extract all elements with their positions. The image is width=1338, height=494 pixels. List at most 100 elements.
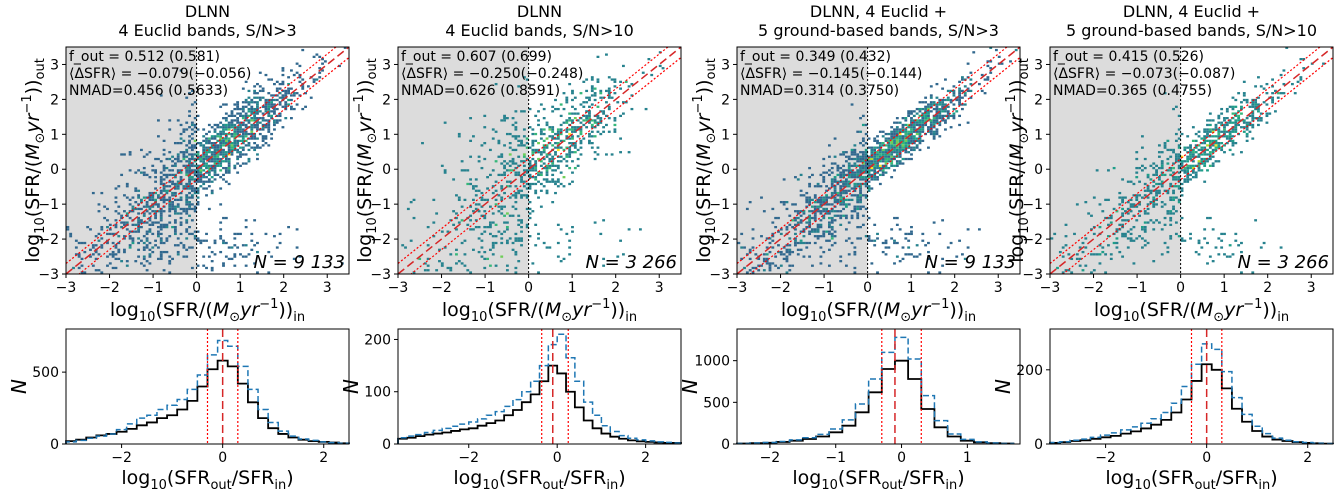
heatmap-cell — [261, 89, 265, 93]
heatmap-cell — [805, 221, 809, 224]
heatmap-cell — [1211, 151, 1215, 154]
heatmap-cell — [1197, 130, 1201, 133]
heatmap-cell — [921, 114, 925, 118]
heatmap-cell — [154, 214, 157, 217]
heatmap-cell — [188, 139, 191, 142]
heatmap-cell — [873, 244, 877, 247]
heatmap-cell — [938, 232, 942, 236]
heatmap-cell — [556, 185, 560, 188]
heatmap-cell — [910, 153, 913, 156]
heatmap-cell — [1172, 107, 1175, 111]
heatmap-cell — [1254, 105, 1258, 108]
heatmap-cell — [853, 144, 857, 147]
heatmap-cell — [878, 182, 882, 186]
heatmap-cell — [301, 78, 305, 81]
heatmap-cell — [864, 141, 868, 145]
heatmap-cell — [1172, 162, 1175, 165]
heatmap-cell — [1186, 146, 1190, 149]
heatmap-cell — [241, 153, 245, 156]
heatmap-cell — [404, 246, 407, 249]
heatmap-cell — [856, 164, 860, 167]
heatmap-cell — [219, 135, 223, 138]
heatmap-cell — [864, 235, 868, 238]
heatmap-cell — [1194, 146, 1198, 149]
heatmap-cell — [497, 210, 501, 213]
heatmap-cell — [151, 223, 155, 226]
heatmap-cell — [188, 180, 191, 183]
heatmap-cell — [1172, 191, 1175, 195]
heatmap-cell — [100, 191, 104, 195]
heatmap-cell — [915, 121, 919, 124]
heatmap-cell — [873, 178, 877, 181]
heatmap-cell — [244, 162, 248, 165]
heatmap-cell — [579, 130, 583, 133]
heatmap-cell — [233, 119, 237, 122]
heatmap-cell — [839, 198, 843, 202]
heatmap-cell — [927, 126, 930, 129]
heatmap-cell — [148, 255, 152, 258]
heatmap-cell — [613, 85, 617, 88]
heatmap-cell — [1217, 146, 1221, 149]
heatmap-cell — [556, 135, 560, 138]
heatmap-cell — [1208, 155, 1212, 158]
heatmap-cell — [1177, 178, 1181, 181]
heatmap-cell — [281, 126, 285, 129]
heatmap-cell — [893, 155, 896, 158]
heatmap-cell — [565, 232, 569, 236]
heatmap-cell — [207, 139, 211, 142]
heatmap-cell — [224, 160, 228, 163]
heatmap-cell — [1245, 123, 1249, 127]
heatmap-cell — [171, 180, 174, 183]
heatmap-cell — [117, 248, 121, 251]
panel-4: DLNN, 4 Euclid +5 ground-based bands, S/… — [991, 2, 1334, 493]
heatmap-cell — [1081, 269, 1085, 272]
heatmap-cell — [901, 137, 905, 140]
heatmap-cell — [503, 117, 506, 120]
heatmap-cell — [295, 71, 299, 74]
heatmap-cell — [156, 205, 160, 208]
heatmap-cell — [822, 250, 826, 254]
heatmap-cell — [531, 182, 535, 186]
heatmap-cell — [207, 130, 211, 133]
heatmap-cell — [1220, 123, 1224, 127]
hist-y-tick-label: 0 — [721, 437, 730, 453]
heatmap-cell — [205, 194, 208, 197]
heatmap-cell — [893, 169, 896, 172]
heatmap-cell — [1172, 205, 1175, 208]
heatmap-cell — [1203, 228, 1207, 231]
heatmap-cell — [1186, 155, 1190, 158]
heatmap-cell — [844, 173, 848, 177]
heatmap-cell — [511, 117, 515, 120]
heatmap-cell — [1183, 239, 1187, 242]
heatmap-cell — [205, 132, 208, 136]
heatmap-cell — [1177, 146, 1181, 149]
heatmap-cell — [1143, 244, 1147, 247]
heatmap-cell — [545, 137, 549, 140]
heatmap-cell — [867, 162, 871, 165]
heatmap-cell — [1203, 137, 1207, 140]
heatmap-cell — [267, 119, 271, 122]
heatmap-cell — [216, 123, 220, 127]
heatmap-cell — [802, 230, 806, 233]
heatmap-cell — [483, 230, 487, 233]
heatmap-cell — [904, 253, 908, 256]
heatmap-cell — [474, 194, 478, 197]
heatmap-cell — [190, 189, 194, 192]
heatmap-cell — [123, 153, 126, 156]
heatmap-cell — [1126, 246, 1130, 249]
heatmap-cell — [497, 155, 501, 158]
heatmap-cell — [588, 110, 591, 113]
heatmap-cell — [918, 107, 922, 111]
offset-line — [1062, 57, 1333, 274]
heatmap-cell — [224, 241, 228, 245]
heatmap-cell — [1135, 237, 1139, 240]
panel-title-line: 5 ground-based bands, S/N>10 — [1066, 21, 1317, 40]
heatmap-cell — [227, 162, 231, 165]
heatmap-cell — [528, 160, 532, 163]
heatmap-cell — [480, 214, 484, 217]
heatmap-cell — [622, 112, 625, 115]
heatmap-cell — [966, 228, 970, 231]
heatmap-cell — [585, 96, 589, 99]
heatmap-cell — [1155, 173, 1158, 177]
heatmap-cell — [935, 114, 939, 118]
